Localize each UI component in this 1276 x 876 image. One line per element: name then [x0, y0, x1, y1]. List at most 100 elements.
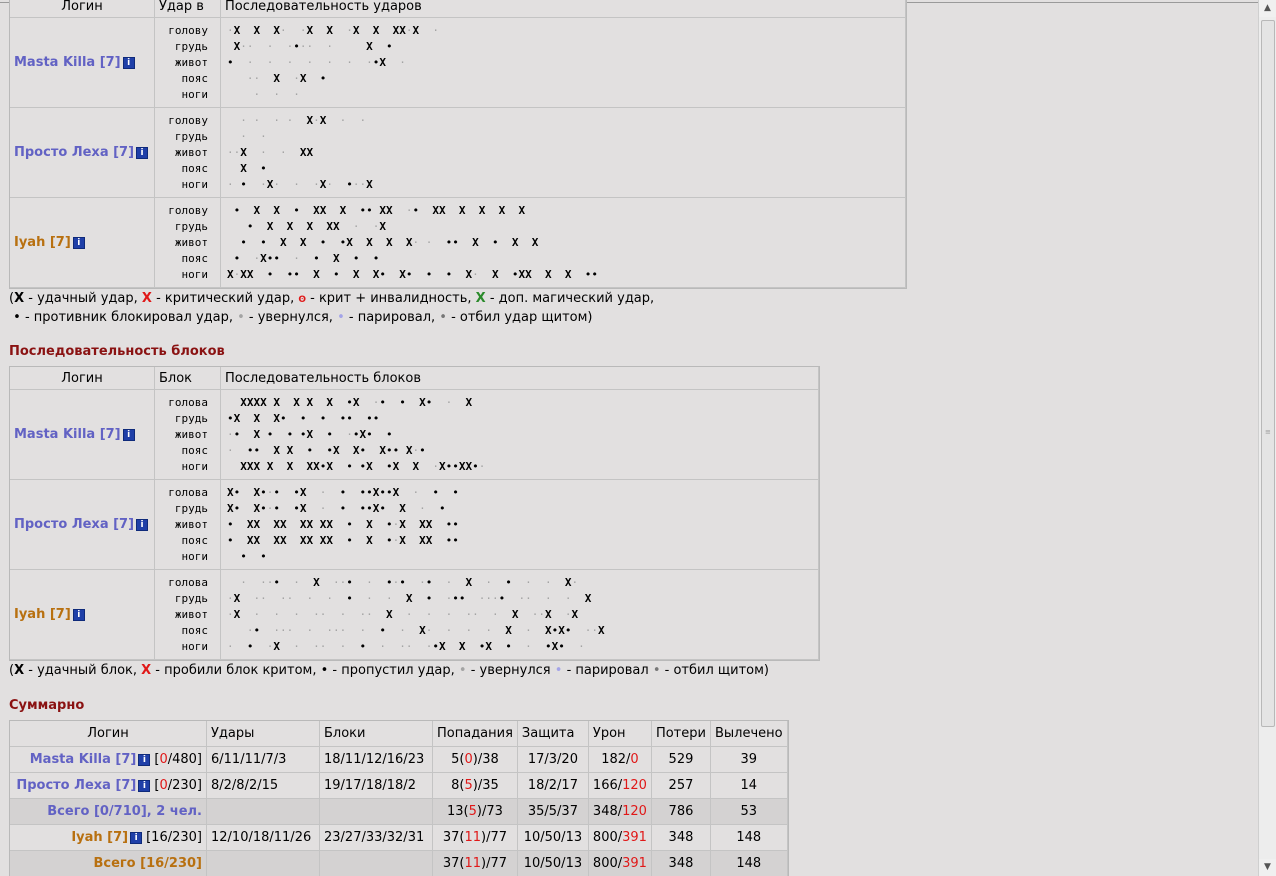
summary-hits-cell: 8/2/8/2/15: [207, 773, 320, 799]
sequence-line: • X X X XX · ·X: [246, 219, 386, 233]
zone-labels: голова грудь живот пояс ноги: [155, 390, 221, 480]
info-icon[interactable]: i: [138, 754, 151, 766]
sequence-line: XXX X X XX•X • •X •X X ·X••XX•·: [240, 459, 486, 473]
zone-label: живот: [174, 55, 208, 69]
zone-label: ноги: [181, 177, 209, 191]
summary-section-title: Суммарно: [9, 698, 85, 713]
info-icon[interactable]: i: [138, 780, 151, 792]
summary-blocks-cell: [320, 799, 433, 825]
player-name-link[interactable]: Masta Killa [7]: [14, 427, 121, 442]
summary-header-7: Вылечено: [710, 721, 788, 747]
summary-healed-cell: 39: [710, 747, 788, 773]
zone-label: голову: [168, 203, 208, 217]
player-name-link[interactable]: Iyah [7]: [71, 830, 129, 845]
zone-label: ноги: [181, 639, 209, 653]
sequence-line: · · · · X·X · ·: [240, 113, 367, 127]
player-name-link[interactable]: Просто Леха [7]: [14, 145, 135, 160]
summary-header-2: Блоки: [320, 721, 433, 747]
scroll-thumb[interactable]: ≡: [1261, 20, 1275, 727]
sequence-line: ·X · · · ·· · ·· X · · · ·· · X ··X ·X: [227, 607, 579, 621]
info-icon[interactable]: i: [122, 57, 135, 69]
summary-total-row: Всего [0/710], 2 чел. 13(5)/73 35/5/37 348/…: [10, 799, 788, 825]
sequence-line: X• X•·• •X · • ••X• X · •: [227, 501, 446, 515]
sequence-line: • XX XX XX XX • X •·X XX ••: [227, 517, 459, 531]
summary-header-1: Удары: [207, 721, 320, 747]
player-name-link[interactable]: Iyah [7]: [14, 607, 71, 622]
blocks-section-title: Последовательность блоков: [9, 344, 225, 359]
player-row: Просто Леха [7] i голову грудь живот пояс ноги…: [10, 108, 906, 198]
player-name-link[interactable]: Masta Killa [7]: [14, 55, 121, 70]
player-row: Masta Killa [7] i голову грудь живот пояс ноги…: [10, 18, 906, 108]
sequence-line: X• X•·• •X · • ••X••X · • •: [227, 485, 459, 499]
zone-label: голова: [168, 485, 208, 499]
player-name-link[interactable]: Iyah [7]: [14, 235, 71, 250]
summary-hits-landed-cell: 13(5)/73: [433, 799, 518, 825]
summary-player-row: Iyah [7] i [16/230] 12/10/18/11/26 23/27/33/…: [10, 825, 788, 851]
scroll-up-button[interactable]: ▲: [1259, 0, 1276, 17]
sequence-line: • • X X • •X X X X· · •• X • X X: [240, 235, 539, 249]
scroll-down-button[interactable]: ▼: [1259, 859, 1276, 876]
summary-hits-landed-cell: 5(0)/38: [433, 747, 518, 773]
summary-hits-landed-cell: 37(11)/77: [433, 851, 518, 876]
player-name-link[interactable]: Просто Леха [7]: [14, 517, 135, 532]
attack-legend-line2: • - противник блокировал удар, • - уверн…: [13, 310, 593, 325]
summary-login-cell: Всего [16/230]: [10, 851, 207, 876]
sequence-line: ··X · · XX: [227, 145, 314, 159]
sequence-line: ·• ··· · ··· · • · X· · · · X · X•X• ··X: [246, 623, 605, 637]
zone-label: ноги: [181, 549, 209, 563]
col-block-seq-header: Последовательность блоков: [221, 367, 819, 390]
zone-label: пояс: [181, 623, 209, 637]
summary-header-6: Потери: [651, 721, 711, 747]
sequence-cell: · ··• · X ··• · •·• ·• · X · • · · X· ·X …: [221, 570, 819, 660]
attack-sequence-table: Логин Удар в Последовательность ударов M…: [9, 0, 907, 289]
summary-total-row: Всего [16/230] 37(11)/77 10/50/13 800/391 34…: [10, 851, 788, 876]
col-login-header: Логин: [10, 367, 155, 390]
sequence-line: • •: [240, 549, 267, 563]
info-icon[interactable]: i: [72, 609, 85, 621]
col-seq-header: Последовательность ударов: [221, 0, 906, 18]
summary-losses-cell: 348: [651, 851, 711, 876]
info-icon[interactable]: i: [122, 429, 135, 441]
zone-label: грудь: [174, 501, 208, 515]
info-icon[interactable]: i: [136, 147, 149, 159]
zone-label: пояс: [181, 161, 209, 175]
summary-login-cell: Всего [0/710], 2 чел.: [10, 799, 207, 825]
summary-defense-cell: 18/2/17: [517, 773, 589, 799]
summary-hits-cell: [207, 851, 320, 876]
sequence-line: • XX XX XX XX • X •·X XX ••: [227, 533, 459, 547]
player-name-link[interactable]: Просто Леха [7]: [16, 778, 137, 793]
sequence-cell: • X X • XX X •• XX ·• XX X X X X • X X X…: [221, 198, 906, 288]
sequence-line: · • ·X· · ·X· •··X: [227, 177, 373, 191]
team-total-label: Всего [16/230]: [93, 856, 202, 871]
team-total-label: Всего [0/710], 2 чел.: [47, 804, 202, 819]
sequence-cell: XXXX X X X X •X ·• • X• · X •X X X• • • •…: [221, 390, 819, 480]
sequence-line: ·X X X· ·X X ·X X XX·X ·: [227, 23, 439, 37]
summary-header-4: Защита: [517, 721, 589, 747]
zone-label: пояс: [181, 443, 209, 457]
hp-value: [16/230]: [146, 830, 202, 845]
sequence-line: · •• X X • •X X• X•• X·•: [227, 443, 426, 457]
summary-healed-cell: 14: [710, 773, 788, 799]
zone-labels: голова грудь живот пояс ноги: [155, 570, 221, 660]
summary-losses-cell: 348: [651, 825, 711, 851]
summary-hits-landed-cell: 37(11)/77: [433, 825, 518, 851]
sequence-line: ·• X • • •X • ·•X• •: [227, 427, 393, 441]
player-row: Iyah [7] i голову грудь живот пояс ноги • X X …: [10, 198, 906, 288]
summary-damage-cell: 166/120: [588, 773, 652, 799]
zone-label: грудь: [174, 219, 208, 233]
info-icon[interactable]: i: [130, 832, 143, 844]
zone-labels: голову грудь живот пояс ноги: [155, 108, 221, 198]
info-icon[interactable]: i: [136, 519, 149, 531]
info-icon[interactable]: i: [72, 237, 85, 249]
zone-labels: голова грудь живот пояс ноги: [155, 480, 221, 570]
vertical-scrollbar[interactable]: ▲ ≡ ▼: [1258, 0, 1276, 876]
zone-label: грудь: [174, 129, 208, 143]
sequence-line: • · · · · · · ·•X ·: [227, 55, 406, 69]
summary-damage-cell: 182/0: [588, 747, 652, 773]
player-name-link[interactable]: Masta Killa [7]: [29, 752, 137, 767]
zone-label: ноги: [181, 267, 209, 281]
zone-labels: голову грудь живот пояс ноги: [155, 18, 221, 108]
zone-label: голову: [168, 23, 208, 37]
zone-label: грудь: [174, 39, 208, 53]
summary-login-cell: Masta Killa [7] i [0/480]: [10, 747, 207, 773]
